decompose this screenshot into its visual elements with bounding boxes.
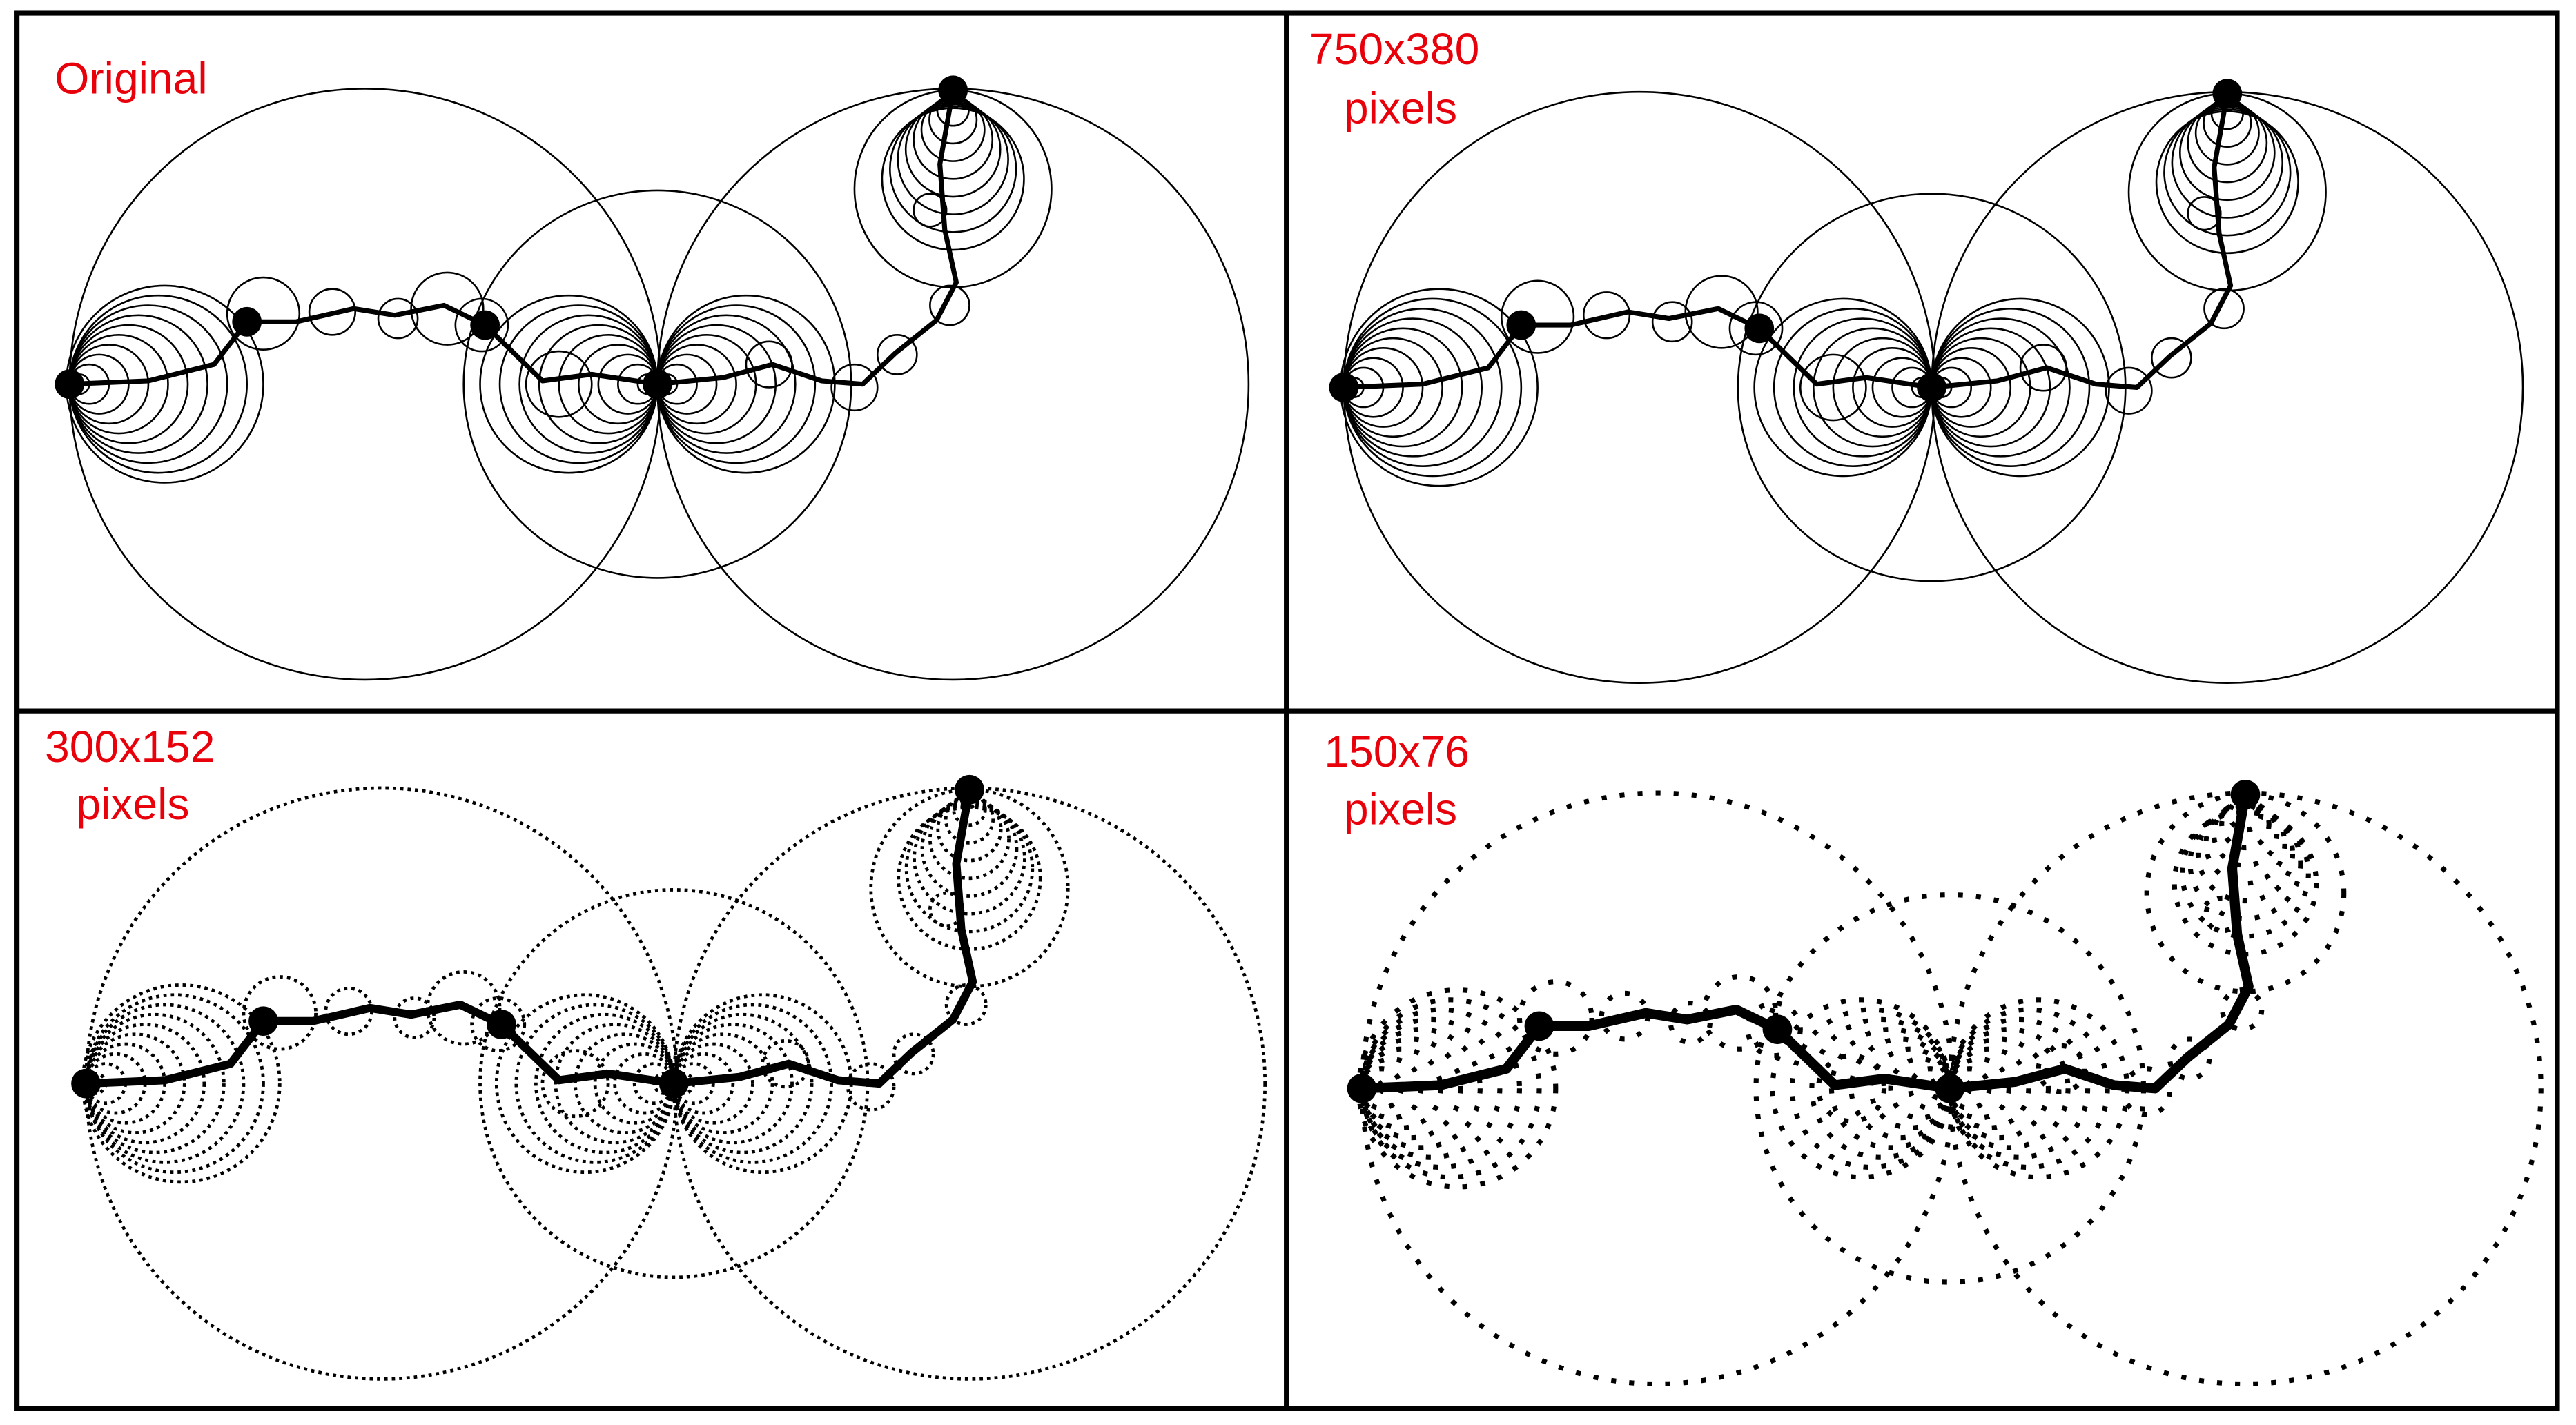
circle (410, 271, 485, 346)
circle (672, 1003, 834, 1164)
panel-label: pixels (1344, 784, 1457, 834)
circle (2151, 337, 2192, 379)
blob (71, 1068, 101, 1099)
circle (2036, 1043, 2087, 1094)
blob (1762, 1014, 1793, 1045)
circle (672, 1042, 754, 1125)
circle (892, 1032, 935, 1076)
panel-art (55, 75, 1250, 681)
circle (540, 1049, 610, 1119)
circle (761, 1039, 810, 1089)
circle (672, 1052, 735, 1115)
circle (2203, 288, 2245, 330)
blob (1506, 310, 1536, 340)
circle (1728, 301, 1784, 356)
blob (55, 369, 85, 400)
circle (454, 297, 509, 353)
circle (84, 1032, 186, 1134)
panel-label: 300x152 (45, 722, 215, 772)
circle (1815, 1053, 1887, 1124)
circle (2105, 366, 2153, 415)
circle (84, 1003, 246, 1164)
circle (1701, 974, 1779, 1052)
blob (2212, 79, 2243, 109)
circle (913, 193, 948, 228)
panel-label: 150x76 (1324, 727, 1470, 776)
circle (1359, 1016, 1503, 1160)
blob (232, 306, 262, 337)
circle (242, 975, 318, 1051)
circle (1745, 1001, 1803, 1059)
circle (2121, 1066, 2173, 1117)
blob (1935, 1073, 1965, 1103)
circle (1947, 1036, 2051, 1141)
blob (955, 774, 984, 805)
panel-label: pixels (76, 779, 189, 829)
blob (248, 1006, 278, 1036)
blob (1744, 313, 1775, 344)
blob (938, 75, 968, 106)
blob (470, 310, 500, 340)
circle (2187, 805, 2303, 921)
circle (1359, 1007, 1523, 1170)
blob (643, 369, 672, 400)
circle (1359, 1036, 1463, 1141)
circle (830, 363, 879, 412)
circle (944, 983, 988, 1026)
circle (525, 350, 593, 418)
circle (1684, 275, 1759, 349)
circle (672, 786, 1267, 1381)
circle (470, 996, 527, 1052)
panel-art (1329, 79, 2524, 684)
circle (308, 288, 357, 336)
circle (393, 996, 436, 1039)
circle (1582, 291, 1631, 340)
fractal-curve (86, 789, 977, 1088)
circle (226, 276, 301, 351)
circle (881, 107, 1025, 251)
panel-art (1347, 780, 2544, 1387)
circle (81, 983, 282, 1184)
blob (1917, 373, 1946, 402)
panel-label: pixels (1344, 83, 1457, 132)
circle (1799, 353, 1867, 422)
circle (1668, 1001, 1713, 1045)
blob (2230, 780, 2261, 809)
circle (846, 1062, 896, 1112)
circle (889, 105, 1017, 233)
circle (2155, 110, 2299, 255)
circle (2144, 792, 2347, 994)
frame (14, 10, 2560, 1411)
artwork (55, 75, 2544, 1387)
circle (84, 993, 265, 1175)
circle (377, 297, 419, 340)
blob (658, 1068, 689, 1099)
circle (672, 1032, 774, 1134)
circle (2195, 804, 2296, 904)
circle (929, 284, 970, 326)
fractal-curve (69, 90, 959, 387)
circle (1947, 1046, 2031, 1130)
fractal-curve (1343, 92, 2234, 391)
circle (2167, 1036, 2212, 1081)
circle (1947, 1016, 2091, 1160)
circle (876, 334, 918, 375)
circle (869, 787, 1070, 989)
blob (1347, 1073, 1377, 1103)
panel-label: 750x380 (1309, 24, 1479, 74)
circle (1359, 997, 1542, 1180)
blob (1329, 373, 1359, 402)
circle (1651, 301, 1693, 343)
circle (1516, 979, 1594, 1057)
panel-label: Original (55, 54, 207, 104)
circle (1947, 1007, 2110, 1170)
fractal-curve (1361, 794, 2254, 1094)
circle (2163, 108, 2292, 237)
circle (1500, 279, 1575, 354)
blob (1524, 1011, 1554, 1041)
circle (2187, 196, 2222, 231)
blob (487, 1010, 516, 1039)
panel-art (71, 774, 1267, 1381)
